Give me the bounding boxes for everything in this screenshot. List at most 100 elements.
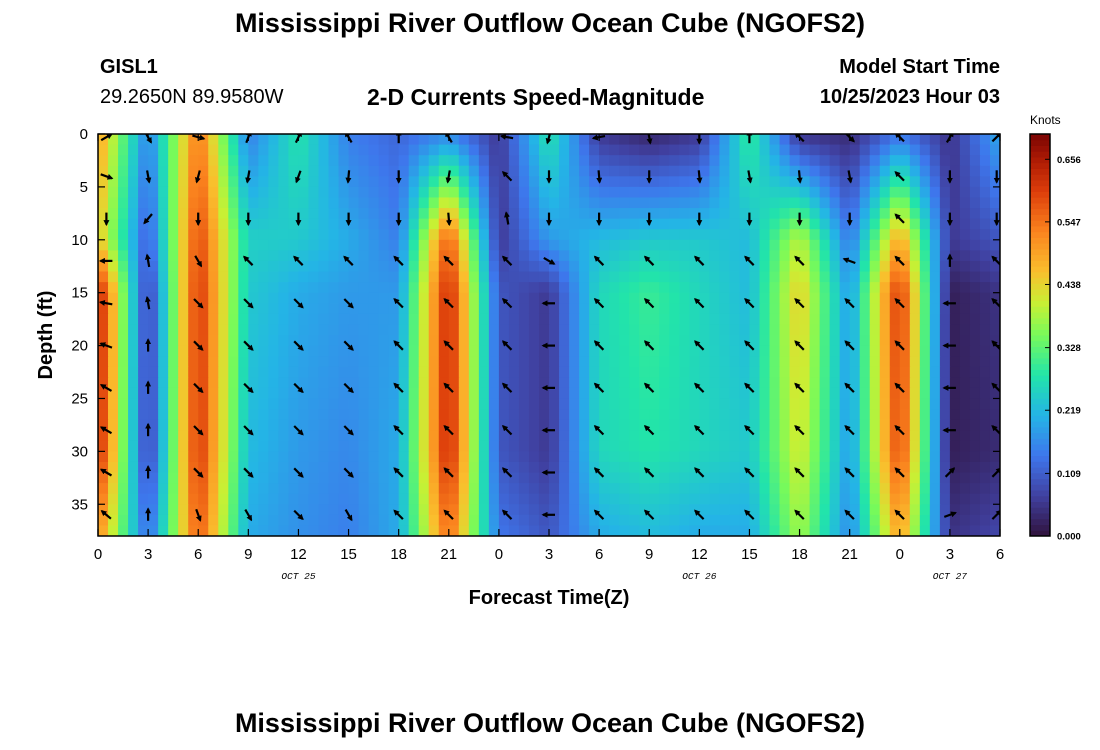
- heatmap-cell: [739, 356, 751, 368]
- heatmap-cell: [749, 155, 761, 167]
- heatmap-cell: [118, 525, 129, 536]
- heatmap-cell: [528, 134, 540, 146]
- heatmap-cell: [869, 324, 881, 336]
- heatmap-cell: [328, 409, 340, 421]
- heatmap-cell: [689, 176, 700, 188]
- heatmap-cell: [408, 451, 420, 463]
- heatmap-cell: [108, 239, 119, 251]
- heatmap-cell: [128, 303, 139, 315]
- heatmap-cell: [679, 366, 690, 378]
- heatmap-cell: [448, 208, 460, 220]
- heatmap-cell: [338, 229, 350, 241]
- heatmap-cell: [428, 356, 440, 368]
- heatmap-cell: [168, 345, 179, 357]
- heatmap-cell: [158, 493, 169, 505]
- heatmap-cell: [629, 208, 640, 220]
- heatmap-cell: [719, 197, 730, 209]
- heatmap-cell: [508, 186, 520, 199]
- heatmap-cell: [398, 430, 410, 442]
- heatmap-cell: [378, 218, 390, 230]
- heatmap-cell: [949, 197, 961, 209]
- heatmap-cell: [969, 356, 981, 368]
- heatmap-cell: [188, 461, 199, 474]
- heatmap-cell: [238, 134, 249, 146]
- heatmap-cell: [719, 208, 730, 220]
- heatmap-cell: [569, 176, 580, 188]
- heatmap-cell: [939, 472, 951, 484]
- heatmap-cell: [438, 366, 450, 378]
- heatmap-cell: [869, 514, 881, 527]
- heatmap-cell: [248, 345, 259, 357]
- heatmap-cell: [218, 387, 229, 400]
- current-vector-arrow: [844, 382, 855, 393]
- current-vector-arrow: [694, 424, 705, 436]
- heatmap-cell: [368, 229, 380, 241]
- heatmap-cell: [228, 366, 239, 378]
- heatmap-cell: [338, 472, 350, 484]
- heatmap-cell: [729, 461, 741, 474]
- heatmap-cell: [689, 324, 700, 336]
- heatmap-cell: [318, 366, 330, 378]
- heatmap-cell: [478, 260, 490, 273]
- heatmap-cell: [458, 250, 470, 262]
- current-vector-arrow: [643, 382, 655, 393]
- heatmap-cell: [238, 409, 249, 421]
- heatmap-cell: [138, 303, 149, 315]
- heatmap-cell: [258, 260, 269, 273]
- current-vector-arrow: [596, 170, 603, 184]
- heatmap-cell: [98, 239, 109, 251]
- heatmap-cell: [238, 292, 249, 304]
- heatmap-cell: [208, 430, 219, 442]
- heatmap-cell: [699, 525, 710, 536]
- heatmap-cell: [348, 345, 360, 357]
- heatmap-cell: [989, 239, 1000, 251]
- heatmap-cell: [458, 440, 470, 452]
- heatmap-cell: [468, 155, 480, 167]
- heatmap-cell: [969, 208, 981, 220]
- heatmap-cell: [438, 356, 450, 368]
- heatmap-cell: [448, 271, 460, 283]
- heatmap-cell: [939, 144, 951, 156]
- heatmap-cell: [538, 493, 550, 505]
- heatmap-cell: [769, 504, 781, 516]
- heatmap-cell: [809, 377, 821, 389]
- heatmap-cell: [128, 250, 139, 262]
- heatmap-cell: [679, 472, 690, 484]
- heatmap-cell: [929, 483, 941, 495]
- heatmap-cell: [559, 218, 570, 230]
- heatmap-cell: [739, 239, 751, 251]
- heatmap-cell: [508, 525, 520, 536]
- heatmap-cell: [148, 398, 159, 410]
- heatmap-cell: [338, 208, 350, 220]
- current-vector-arrow: [293, 340, 304, 351]
- heatmap-cell: [188, 250, 199, 262]
- heatmap-cell: [649, 398, 660, 410]
- current-vector-arrow: [501, 255, 513, 266]
- heatmap-cell: [258, 398, 269, 410]
- heatmap-cell: [879, 155, 891, 167]
- heatmap-cell: [328, 292, 340, 304]
- heatmap-cell: [388, 451, 400, 463]
- heatmap-cell: [448, 303, 460, 315]
- heatmap-cell: [128, 218, 139, 230]
- heatmap-cell: [408, 144, 420, 156]
- heatmap-cell: [869, 186, 881, 199]
- heatmap-cell: [138, 176, 149, 188]
- heatmap-cell: [108, 324, 119, 336]
- heatmap-cell: [448, 398, 460, 410]
- heatmap-cell: [528, 493, 540, 505]
- heatmap-cell: [909, 430, 921, 442]
- heatmap-cell: [789, 155, 801, 167]
- heatmap-cell: [478, 197, 490, 209]
- heatmap-cell: [789, 186, 801, 199]
- heatmap-cell: [538, 239, 550, 251]
- colorbar-segment: [1030, 478, 1050, 485]
- heatmap-cell: [148, 186, 159, 199]
- heatmap-cell: [268, 451, 279, 463]
- heatmap-cell: [498, 345, 510, 357]
- heatmap-cell: [739, 483, 751, 495]
- heatmap-cell: [599, 472, 610, 484]
- heatmap-cell: [178, 218, 189, 230]
- heatmap-cell: [649, 260, 660, 273]
- heatmap-cell: [889, 324, 901, 336]
